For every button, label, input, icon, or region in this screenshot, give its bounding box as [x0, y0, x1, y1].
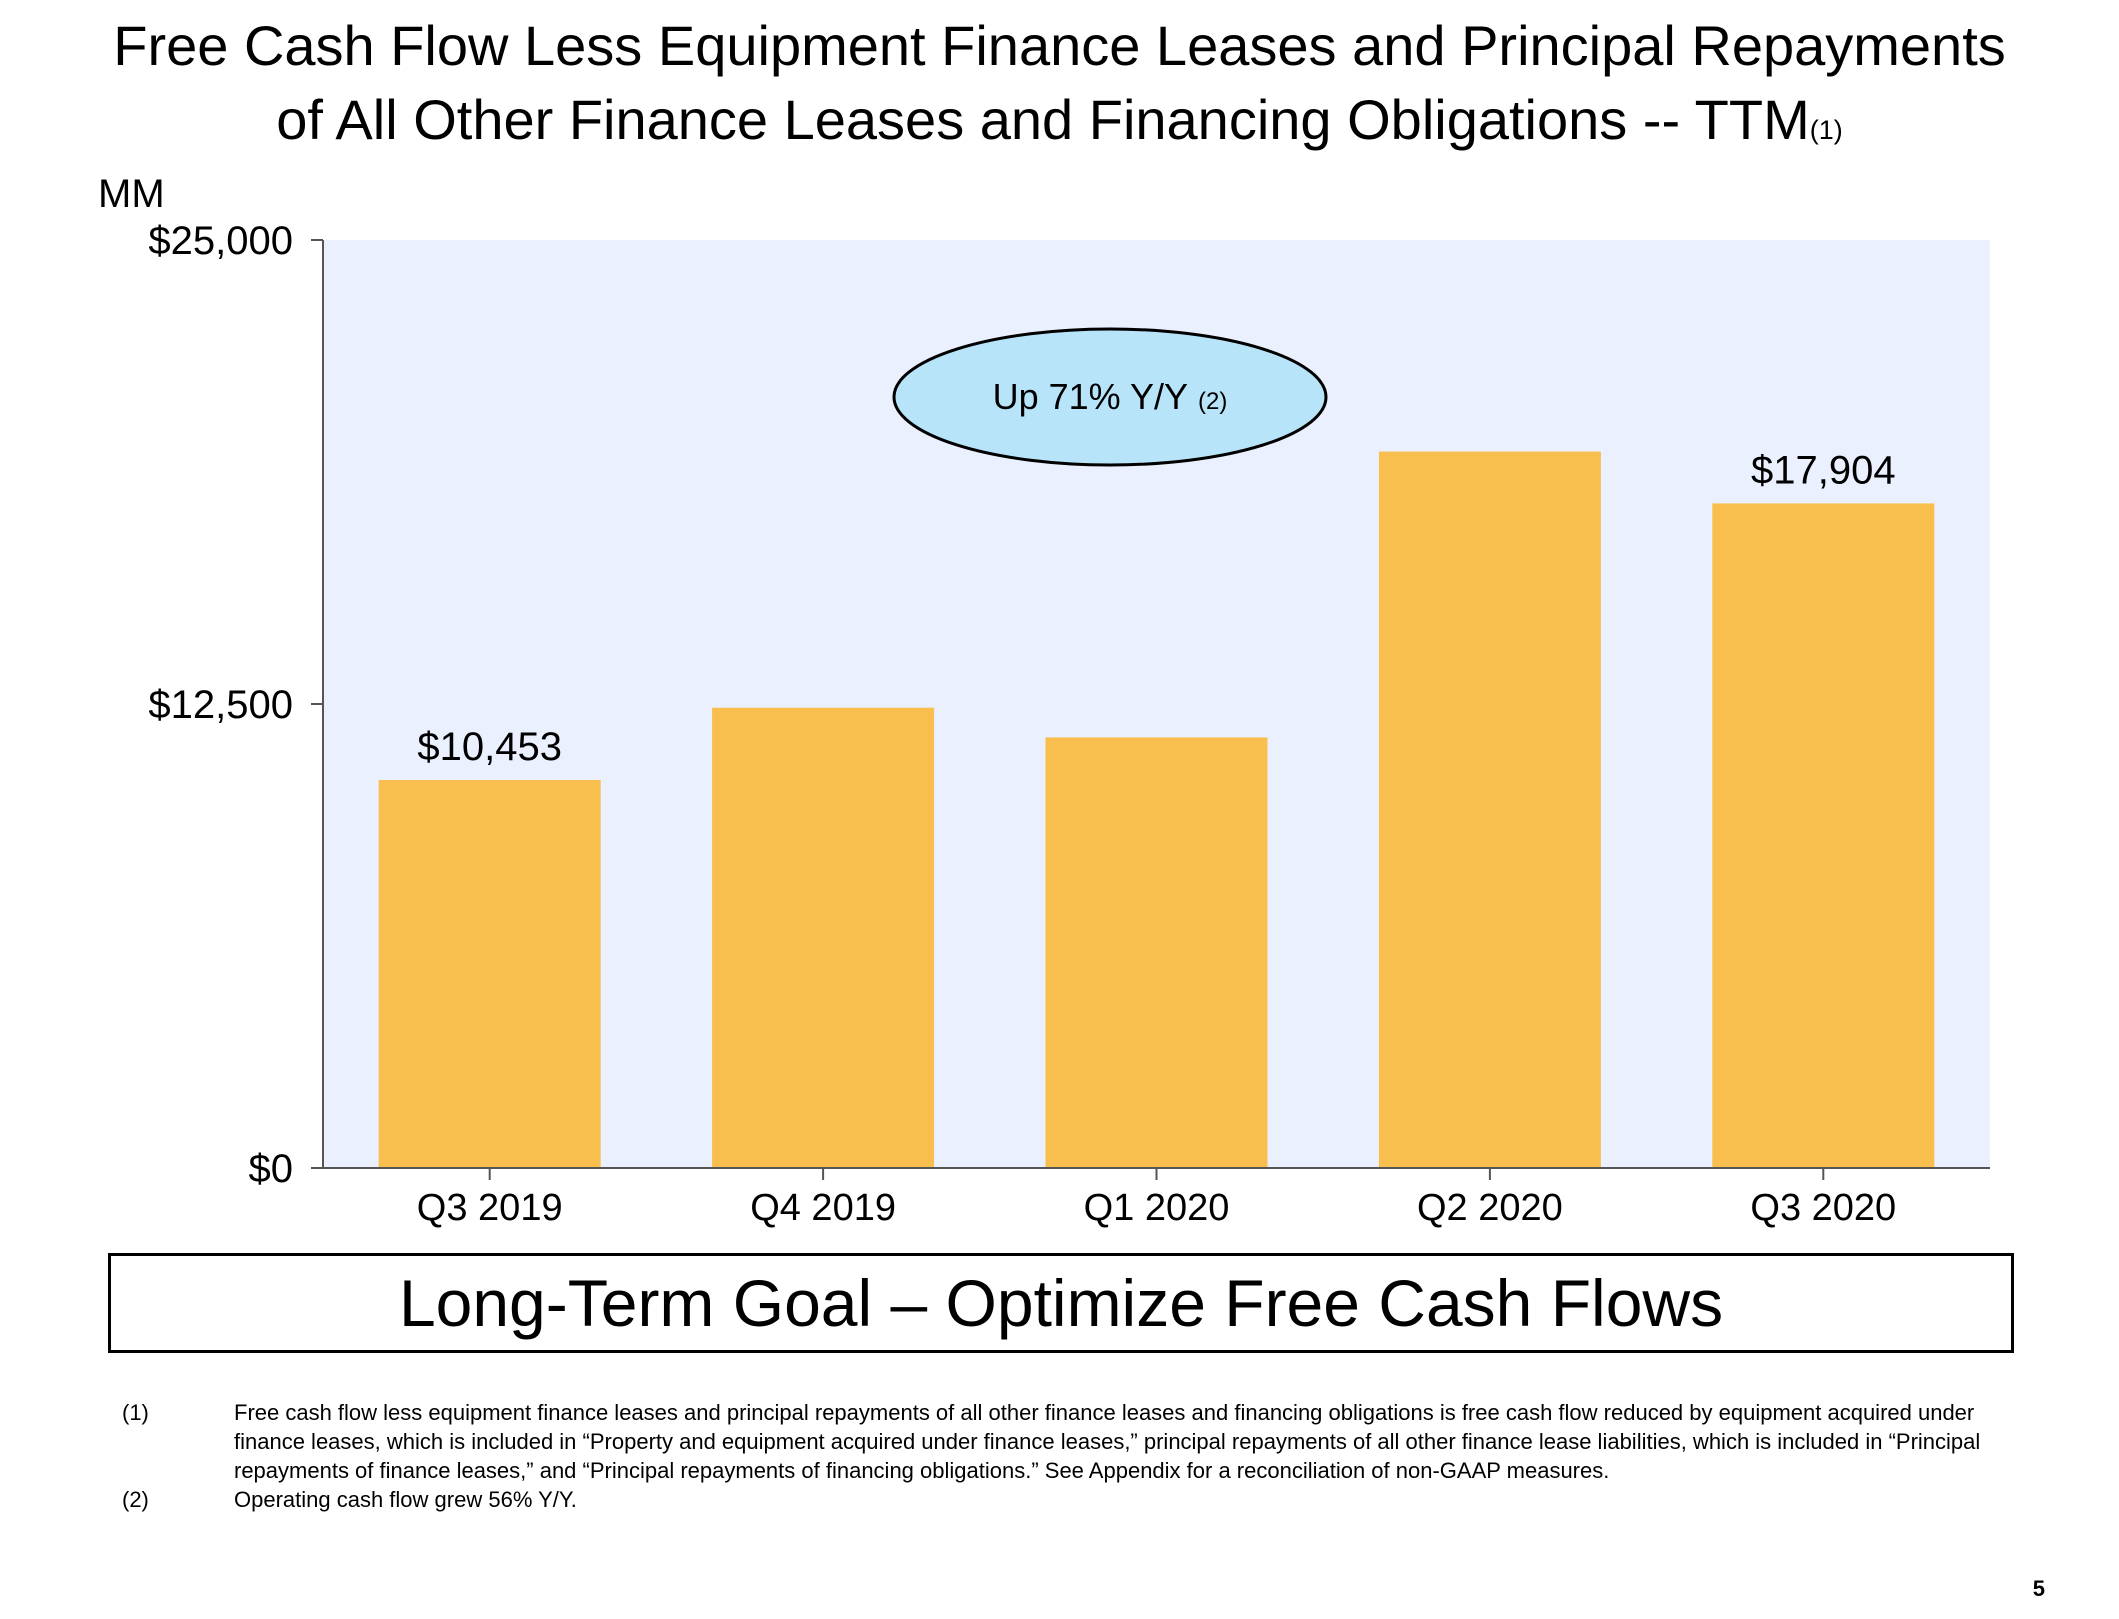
title-text-2: of All Other Finance Leases and Financin…: [276, 88, 1810, 151]
data-label-4: $17,904: [1751, 448, 1896, 492]
callout-footnote-ref: (2): [1198, 388, 1227, 415]
footnote-1: (1) Free cash flow less equipment financ…: [110, 1398, 2030, 1485]
bar-chart: MM $10,453 $17,904 $0 $12,500 $25,000 Q3 20…: [98, 172, 1990, 1229]
x-tick-label-3: Q2 2020: [1417, 1187, 1563, 1229]
footnote-2: (2) Operating cash flow grew 56% Y/Y.: [110, 1485, 2030, 1514]
y-tick-label-0: $0: [249, 1147, 294, 1191]
footnote-text: Free cash flow less equipment finance le…: [234, 1400, 1981, 1483]
bar-2: [1045, 737, 1268, 1168]
footnote-text: Operating cash flow grew 56% Y/Y.: [234, 1487, 577, 1512]
y-tick-label-1: $12,500: [148, 683, 293, 727]
page-title-line-2: of All Other Finance Leases and Financin…: [0, 88, 2119, 162]
callout-main-text: Up 71% Y/Y: [993, 376, 1188, 417]
bars-group: [378, 451, 1935, 1169]
x-tick-label-2: Q1 2020: [1084, 1187, 1230, 1229]
page-title-line-1: Free Cash Flow Less Equipment Finance Le…: [0, 14, 2119, 78]
long-term-goal-box: Long-Term Goal – Optimize Free Cash Flow…: [108, 1253, 2014, 1353]
data-labels-group: $10,453 $17,904: [417, 448, 1895, 769]
y-tick-label-2: $25,000: [148, 219, 293, 263]
bar-4: [1712, 503, 1935, 1168]
callout-text: Up 71% Y/Y (2): [993, 376, 1228, 417]
callout-annotation: Up 71% Y/Y (2): [892, 327, 1328, 467]
x-axis: Q3 2019 Q4 2019 Q1 2020 Q2 2020 Q3 2020: [323, 1167, 1990, 1229]
callout-ellipse: [892, 327, 1328, 467]
footnote-number: (1): [122, 1400, 149, 1425]
title-footnote-ref: (1): [1809, 115, 1843, 145]
bar-0: [378, 779, 601, 1168]
data-label-0: $10,453: [417, 725, 562, 769]
long-term-goal-text: Long-Term Goal – Optimize Free Cash Flow…: [398, 1266, 1724, 1340]
bar-1: [712, 707, 935, 1168]
page-number: 5: [2032, 1576, 2045, 1601]
footnotes: (1) Free cash flow less equipment financ…: [110, 1398, 2030, 1514]
x-tick-label-1: Q4 2019: [750, 1187, 896, 1229]
bar-3: [1378, 451, 1601, 1169]
y-axis: $0 $12,500 $25,000: [148, 219, 324, 1191]
footnote-number: (2): [122, 1487, 149, 1512]
y-unit-label: MM: [98, 172, 165, 216]
title-text-1: Free Cash Flow Less Equipment Finance Le…: [113, 14, 2006, 77]
x-tick-label-4: Q3 2020: [1750, 1187, 1896, 1229]
x-tick-label-0: Q3 2019: [417, 1187, 563, 1229]
